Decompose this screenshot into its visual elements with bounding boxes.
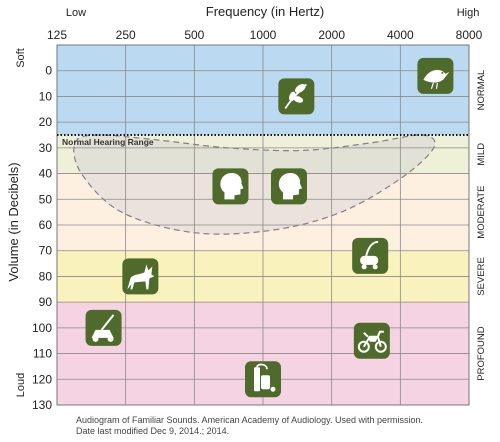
plot-frame [56, 44, 470, 406]
y-tick-label: 90 [39, 295, 53, 309]
y-tick-label: 50 [39, 192, 53, 206]
point-bird [417, 57, 454, 94]
normal-range-layer [73, 134, 436, 235]
point-dog-barking [122, 258, 159, 295]
point-birds-chirping [278, 78, 315, 115]
grid-layer [56, 44, 470, 406]
vacuum-icon [360, 240, 379, 270]
y-loud-label: Loud [15, 373, 27, 397]
chart-title: Frequency (in Hertz) [206, 4, 324, 19]
point-speech-2 [270, 168, 307, 205]
y-tick-label: 80 [39, 269, 53, 283]
speaker-head-icon [278, 172, 302, 200]
zone-label-moderate: MODERATE [476, 186, 487, 239]
zone-label-normal: NORMAL [476, 70, 487, 111]
x-tick-label: 125 [47, 28, 67, 42]
y-tick-label: 10 [39, 89, 53, 103]
point-speech-1 [212, 168, 249, 205]
x-tick-label: 2000 [318, 28, 345, 42]
y-tick-label: 60 [39, 218, 53, 232]
lawnmower-icon [91, 314, 115, 342]
wolf-icon [127, 264, 155, 290]
point-lawn-mower [85, 309, 122, 346]
motorcycle-icon [357, 330, 387, 353]
leaf-icon [284, 83, 307, 109]
x-tick-label: 1000 [250, 28, 277, 42]
x-tick-label: 4000 [387, 28, 414, 42]
x-tick-label: 500 [184, 28, 204, 42]
y-tick-label: 40 [39, 167, 53, 181]
x-tick-label: 250 [116, 28, 136, 42]
y-tick-label: 70 [39, 244, 53, 258]
y-tick-label: 100 [32, 321, 52, 335]
y-tick-label: 20 [39, 115, 53, 129]
axis-layer: 125 250 500 1000 2000 4000 8000 0 10 20 30 40 50 60 70… [32, 28, 483, 412]
y-tick-label: 120 [32, 372, 52, 386]
caption-line-2: Date last modified Dec 9, 2014.; 2014. [76, 426, 229, 436]
point-chainsaw [245, 361, 281, 398]
y-soft-label: Soft [15, 48, 27, 68]
bird-icon [423, 69, 450, 90]
chainsaw-icon [254, 363, 276, 392]
x-tick-label: 8000 [456, 28, 483, 42]
normal-range-label: Normal Hearing Range [62, 137, 154, 147]
zone-label-profound: PROFOUND [476, 326, 487, 381]
y-tick-label: 30 [39, 141, 53, 155]
point-motorcycle [353, 322, 390, 359]
normal-range-outline [73, 134, 436, 235]
speaker-head-icon [220, 172, 244, 200]
y-axis-label: Volume (in Decibels) [6, 162, 21, 281]
point-vacuum-cleaner [352, 237, 389, 274]
y-tick-label: 0 [45, 64, 52, 78]
x-low-label: Low [66, 7, 86, 19]
y-tick-label: 110 [33, 347, 52, 361]
y-tick-label: 130 [32, 398, 52, 412]
icon-layer [85, 57, 454, 398]
x-high-label: High [457, 7, 480, 19]
zone-label-severe: SEVERE [476, 257, 487, 296]
caption-line-1: Audiogram of Familiar Sounds. American A… [76, 415, 423, 425]
zone-label-mild: MILD [476, 143, 487, 166]
